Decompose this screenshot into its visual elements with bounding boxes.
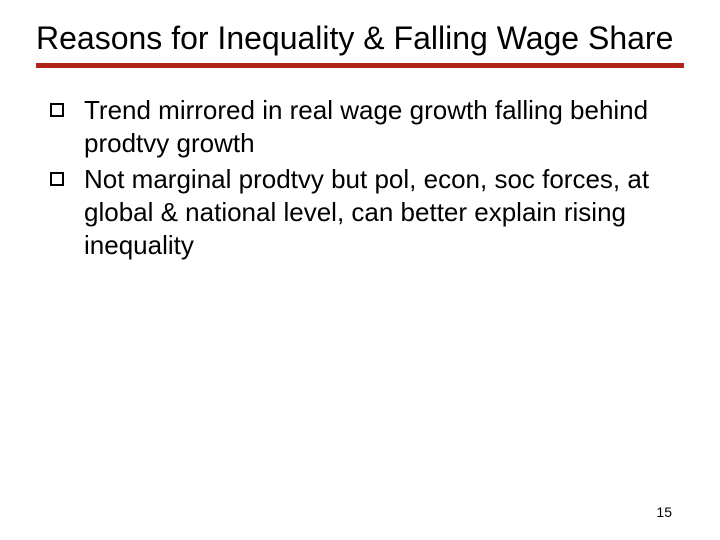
bullet-item: Not marginal prodtvy but pol, econ, soc …: [46, 163, 684, 263]
bullet-text: Not marginal prodtvy but pol, econ, soc …: [84, 164, 649, 261]
slide-title: Reasons for Inequality & Falling Wage Sh…: [36, 18, 684, 60]
title-underline: [36, 63, 684, 68]
slide: Reasons for Inequality & Falling Wage Sh…: [0, 0, 720, 540]
bullet-list: Trend mirrored in real wage growth falli…: [36, 94, 684, 262]
page-number: 15: [656, 504, 672, 520]
bullet-text: Trend mirrored in real wage growth falli…: [84, 95, 648, 158]
square-bullet-icon: [50, 172, 64, 186]
square-bullet-icon: [50, 103, 64, 117]
bullet-item: Trend mirrored in real wage growth falli…: [46, 94, 684, 161]
